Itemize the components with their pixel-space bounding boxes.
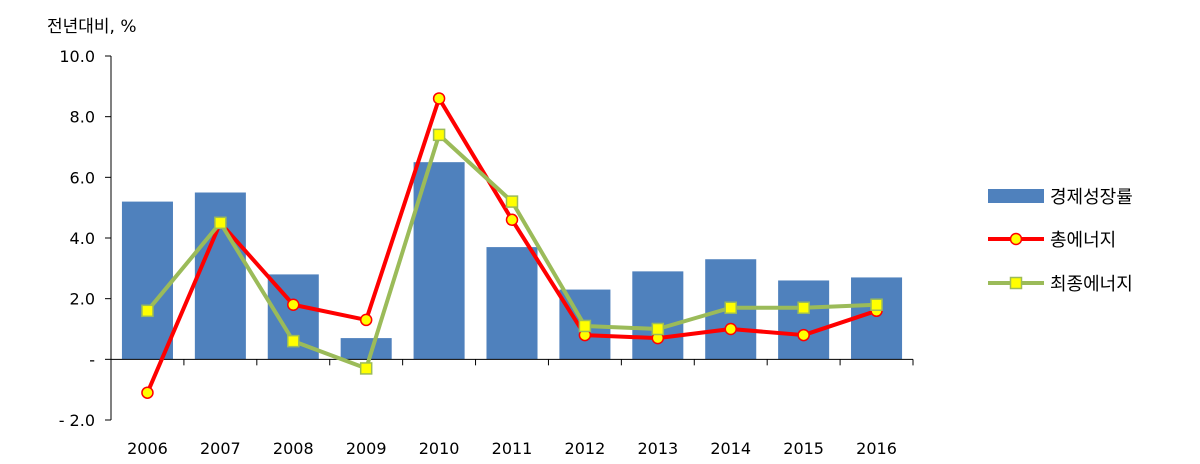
data-point-square bbox=[287, 334, 300, 348]
x-tick-label: 2012 bbox=[565, 439, 606, 458]
data-point-square bbox=[214, 216, 227, 230]
x-tick-label: 2011 bbox=[492, 439, 533, 458]
y-tick-label: 2.0 bbox=[70, 290, 95, 309]
y-tick-label: - 2.0 bbox=[59, 411, 95, 430]
data-point-square bbox=[797, 301, 810, 315]
data-point-circle bbox=[724, 322, 737, 336]
bar bbox=[340, 338, 392, 360]
x-tick-label: 2013 bbox=[637, 439, 678, 458]
x-tick-label: 2010 bbox=[419, 439, 460, 458]
data-point-square bbox=[432, 128, 446, 142]
data-point-square bbox=[359, 362, 373, 375]
data-point-circle bbox=[797, 328, 810, 342]
data-point-circle bbox=[141, 386, 154, 399]
legend-label: 총에너지 bbox=[1050, 230, 1116, 251]
bar bbox=[632, 271, 684, 360]
y-tick-label: - bbox=[89, 350, 95, 369]
y-tick-label: 8.0 bbox=[70, 108, 95, 127]
data-point-square bbox=[505, 195, 519, 208]
x-tick-label: 2015 bbox=[783, 439, 824, 458]
bar bbox=[486, 247, 538, 360]
data-point-square bbox=[651, 322, 665, 336]
x-tick-label: 2014 bbox=[710, 439, 751, 458]
data-point-circle bbox=[505, 213, 519, 227]
data-point-circle bbox=[287, 298, 300, 311]
legend-marker-square bbox=[1009, 276, 1023, 290]
x-tick-label: 2009 bbox=[346, 439, 387, 458]
x-tick-label: 2007 bbox=[200, 439, 241, 458]
legend-swatch-bar bbox=[988, 189, 1044, 203]
x-tick-label: 2008 bbox=[273, 439, 314, 458]
data-point-square bbox=[870, 298, 883, 311]
legend-label: 경제성장률 bbox=[1050, 187, 1133, 208]
legend-label: 최종에너지 bbox=[1050, 274, 1133, 295]
bar bbox=[121, 201, 173, 360]
y-tick-label: 6.0 bbox=[70, 168, 95, 187]
y-tick-label: 10.0 bbox=[59, 47, 95, 66]
y-axis-unit-label: 전년대비, % bbox=[47, 17, 137, 37]
data-point-square bbox=[724, 301, 737, 315]
x-tick-label: 2016 bbox=[856, 439, 897, 458]
legend-marker-circle bbox=[1009, 232, 1023, 246]
bar bbox=[778, 280, 830, 360]
data-point-circle bbox=[359, 313, 373, 327]
data-point-square bbox=[141, 304, 154, 318]
y-tick-label: 4.0 bbox=[70, 229, 95, 248]
data-point-square bbox=[578, 319, 592, 333]
data-point-circle bbox=[432, 92, 446, 105]
x-tick-label: 2006 bbox=[127, 439, 168, 458]
